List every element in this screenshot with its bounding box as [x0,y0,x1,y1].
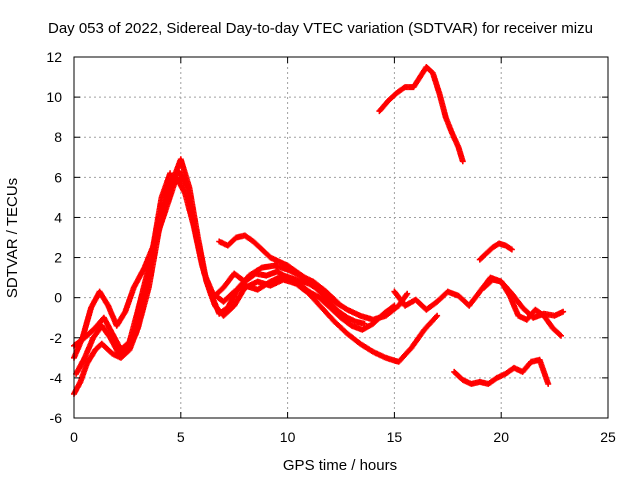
plot-frame [73,56,609,419]
series-arc-j [476,240,515,263]
series-arc-i [451,356,552,387]
data-point [433,313,440,320]
chart-title: Day 053 of 2022, Sidereal Day-to-day VTE… [48,20,593,37]
y-tick-label: 2 [54,250,62,266]
y-tick-label: 4 [54,209,62,225]
y-tick-label: 6 [54,169,62,185]
data-point [459,158,466,165]
data-point [167,170,174,177]
data-point [403,291,410,298]
y-tick-label: 0 [54,290,62,306]
x-tick-label: 20 [493,429,509,445]
x-tick-label: 10 [280,429,296,445]
data-point [545,380,552,387]
y-tick-label: -4 [50,370,63,386]
data-point [556,331,563,338]
y-axis-title: SDTVAR / TECUs [4,178,21,298]
data-point [508,246,515,253]
x-tick-label: 15 [387,429,403,445]
y-tick-label: 8 [54,129,62,145]
axis-ticks: 0 5 10 15 20 25 -6 -4 -2 0 2 4 6 8 10 12 [46,49,616,445]
data-point [558,332,564,339]
data-point [390,303,397,310]
series-arc-d [73,170,174,377]
data-point [560,308,567,315]
series-arc-k [481,276,564,339]
series-arc-h [391,274,567,321]
data-point [391,302,398,309]
data-point [434,312,441,319]
series-arc-g [376,64,466,165]
y-tick-label: 12 [46,49,62,65]
y-tick-label: 10 [46,89,62,105]
data-point [334,299,341,306]
y-tick-label: -6 [50,410,63,426]
data-point [335,300,342,307]
series-arc-f [209,268,398,333]
data-points [71,64,567,397]
data-point [404,290,411,297]
y-tick-label: -2 [50,330,63,346]
x-tick-label: 5 [177,429,185,445]
x-axis-title: GPS time / hours [283,457,397,474]
x-tick-label: 25 [600,429,616,445]
x-tick-label: 0 [70,429,78,445]
grid-lines [74,57,608,418]
